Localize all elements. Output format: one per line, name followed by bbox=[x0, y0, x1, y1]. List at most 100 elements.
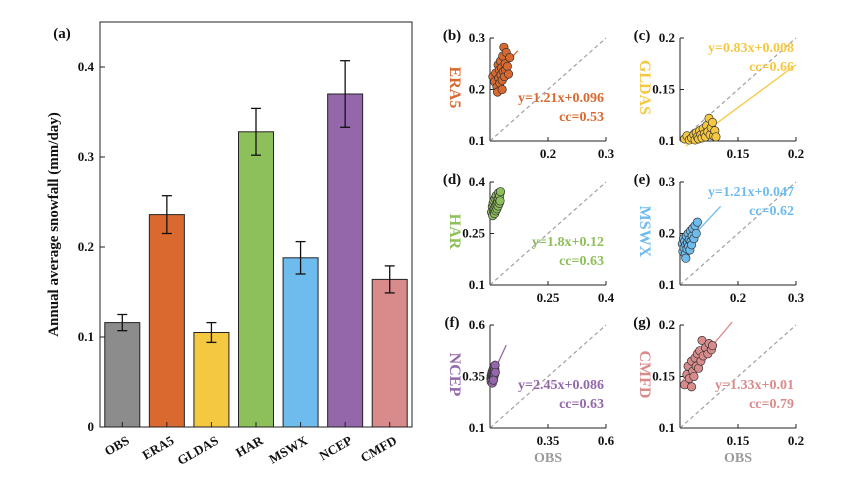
scatter-ytick-label: 0.6 bbox=[469, 317, 486, 332]
correlation-label: cc=0.66 bbox=[749, 60, 794, 75]
scatter-point bbox=[681, 253, 691, 263]
bar-xtick-label: GLDAS bbox=[175, 433, 221, 468]
one-to-one-line bbox=[679, 181, 797, 286]
scatter-point bbox=[692, 217, 702, 227]
scatter-point bbox=[505, 53, 515, 63]
panel-d-scatter: 0.1 0.25 0.4 0.25 0.4 (d) HAR y=1.8x+0.12 cc=0.6… bbox=[443, 172, 615, 305]
scatter-xtick-label: 0.2 bbox=[540, 146, 556, 161]
scatter-y-axis-label: GLDAS bbox=[636, 60, 653, 115]
fit-equation-label: y=1.21x+0.096 bbox=[518, 91, 604, 106]
scatter-point bbox=[502, 61, 512, 71]
scatter-ytick-label: 0.1 bbox=[469, 420, 485, 435]
scatter-y-axis-label: HAR bbox=[446, 214, 463, 250]
one-to-one-line bbox=[489, 324, 607, 429]
scatter-point bbox=[497, 84, 507, 95]
bar-ytick-label: 0.2 bbox=[78, 239, 94, 254]
scatter-point bbox=[711, 132, 721, 142]
correlation-label: cc=0.53 bbox=[559, 110, 604, 125]
panel-g-scatter: 0.1 0.15 0.2 0.15 0.2 (g) CMFD y=1.33x+0.01 cc=0… bbox=[633, 315, 804, 466]
scatter-xtick-label: 0.25 bbox=[537, 290, 560, 305]
panel-b-scatter: 0.1 0.2 0.3 0.2 0.3 (b) ERA5 y=1.21x+0.096 cc=0.… bbox=[443, 28, 615, 161]
fit-equation-label: y=2.45x+0.086 bbox=[518, 378, 604, 393]
scatter-ytick-label: 0.1 bbox=[659, 420, 675, 435]
panel-label: (c) bbox=[634, 28, 651, 44]
bar-obs bbox=[104, 322, 141, 428]
scatter-y-axis-label: NCEP bbox=[446, 353, 463, 397]
correlation-label: cc=0.63 bbox=[559, 254, 604, 269]
one-to-one-line bbox=[489, 37, 607, 142]
panel-label: (f) bbox=[445, 315, 460, 331]
scatter-point bbox=[495, 187, 505, 197]
bar-xtick-label: HAR bbox=[233, 432, 266, 460]
scatter-xtick-label: 0.3 bbox=[598, 146, 615, 161]
scatter-point bbox=[691, 228, 701, 239]
one-to-one-line bbox=[679, 37, 797, 142]
fit-equation-label: y=1.33x+0.01 bbox=[715, 378, 794, 393]
bar-ytick-label: 0.1 bbox=[78, 329, 94, 344]
bar-y-axis-label: Annual average snowfall (mm/day) bbox=[46, 112, 62, 337]
scatter-x-axis-label: OBS bbox=[534, 451, 562, 466]
scatter-xtick-label: 0.4 bbox=[598, 290, 615, 305]
panel-c-scatter: 0.1 0.15 0.2 0.15 0.2 (c) GLDAS y=0.83x+0.008 cc… bbox=[634, 28, 804, 161]
scatter-ytick-label: 0.15 bbox=[652, 369, 675, 384]
scatter-y-axis-label: MSWX bbox=[636, 206, 653, 258]
scatter-ytick-label: 0.3 bbox=[659, 174, 676, 189]
scatter-point bbox=[488, 375, 499, 385]
correlation-label: cc=0.62 bbox=[749, 204, 794, 219]
bar-cmfd bbox=[371, 278, 408, 428]
panel-label: (e) bbox=[634, 172, 651, 188]
scatter-point bbox=[490, 367, 500, 377]
fit-equation-label: y=1.21x+0.047 bbox=[708, 185, 794, 200]
scatter-ytick-label: 0.1 bbox=[659, 277, 675, 292]
scatter-ytick-label: 0.25 bbox=[462, 226, 485, 241]
scatter-xtick-label: 0.2 bbox=[788, 146, 804, 161]
panel-label: (d) bbox=[443, 172, 461, 188]
scatter-ytick-label: 0.1 bbox=[659, 133, 675, 148]
scatter-ytick-label: 0.2 bbox=[469, 82, 485, 97]
scatter-xtick-label: 0.35 bbox=[537, 433, 560, 448]
fit-equation-label: y=0.83x+0.008 bbox=[708, 41, 794, 56]
scatter-ytick-label: 0.35 bbox=[462, 369, 485, 384]
scatter-xtick-label: 0.2 bbox=[788, 433, 804, 448]
panel-e-scatter: 0.1 0.2 0.3 0.2 0.3 (e) MSWX y=1.21x+0.047 cc=0.… bbox=[634, 172, 805, 305]
scatter-ytick-label: 0.2 bbox=[659, 30, 675, 45]
scatter-xtick-label: 0.15 bbox=[727, 433, 750, 448]
bar-mswx bbox=[282, 257, 319, 428]
scatter-point bbox=[707, 117, 718, 128]
fit-equation-label: y=1.8x+0.12 bbox=[532, 235, 604, 250]
scatter-point bbox=[689, 371, 699, 382]
bar-xtick-label: CMFD bbox=[358, 433, 399, 465]
scatter-ytick-label: 0.1 bbox=[469, 277, 485, 292]
scatter-xtick-label: 0.2 bbox=[730, 290, 746, 305]
correlation-label: cc=0.79 bbox=[749, 397, 794, 412]
bar-era5 bbox=[148, 214, 185, 428]
bar-ytick-label: 0 bbox=[88, 419, 95, 434]
bar-ytick-label: 0.4 bbox=[78, 59, 95, 74]
bar-gldas bbox=[193, 332, 230, 428]
one-to-one-line bbox=[489, 181, 607, 286]
scatter-xtick-label: 0.6 bbox=[598, 433, 615, 448]
bar-xtick-label: NCEP bbox=[316, 433, 354, 464]
scatter-point bbox=[707, 341, 718, 351]
scatter-ytick-label: 0.3 bbox=[469, 30, 486, 45]
scatter-y-axis-label: ERA5 bbox=[446, 67, 463, 109]
scatter-ytick-label: 0.15 bbox=[652, 82, 675, 97]
bar-xtick-label: OBS bbox=[102, 433, 132, 459]
one-to-one-line bbox=[679, 324, 797, 429]
scatter-ytick-label: 0.2 bbox=[659, 226, 675, 241]
scatter-y-axis-label: CMFD bbox=[636, 350, 653, 398]
scatter-point bbox=[687, 382, 697, 392]
bar-ytick-label: 0.3 bbox=[78, 149, 95, 164]
bar-ncep bbox=[327, 93, 364, 428]
scatter-x-axis-label: OBS bbox=[724, 451, 752, 466]
bar-har bbox=[238, 131, 274, 428]
correlation-label: cc=0.63 bbox=[559, 397, 604, 412]
scatter-ytick-label: 0.2 bbox=[659, 317, 675, 332]
scatter-ytick-label: 0.1 bbox=[469, 133, 485, 148]
bar-xtick-label: MSWX bbox=[266, 432, 310, 466]
panel-label: (b) bbox=[443, 28, 461, 44]
panel-f-scatter: 0.1 0.35 0.6 0.35 0.6 (f) NCEP y=2.45x+0.086 cc=… bbox=[445, 315, 615, 466]
bar-xtick-label: ERA5 bbox=[139, 432, 176, 462]
panel-label: (g) bbox=[633, 315, 651, 331]
